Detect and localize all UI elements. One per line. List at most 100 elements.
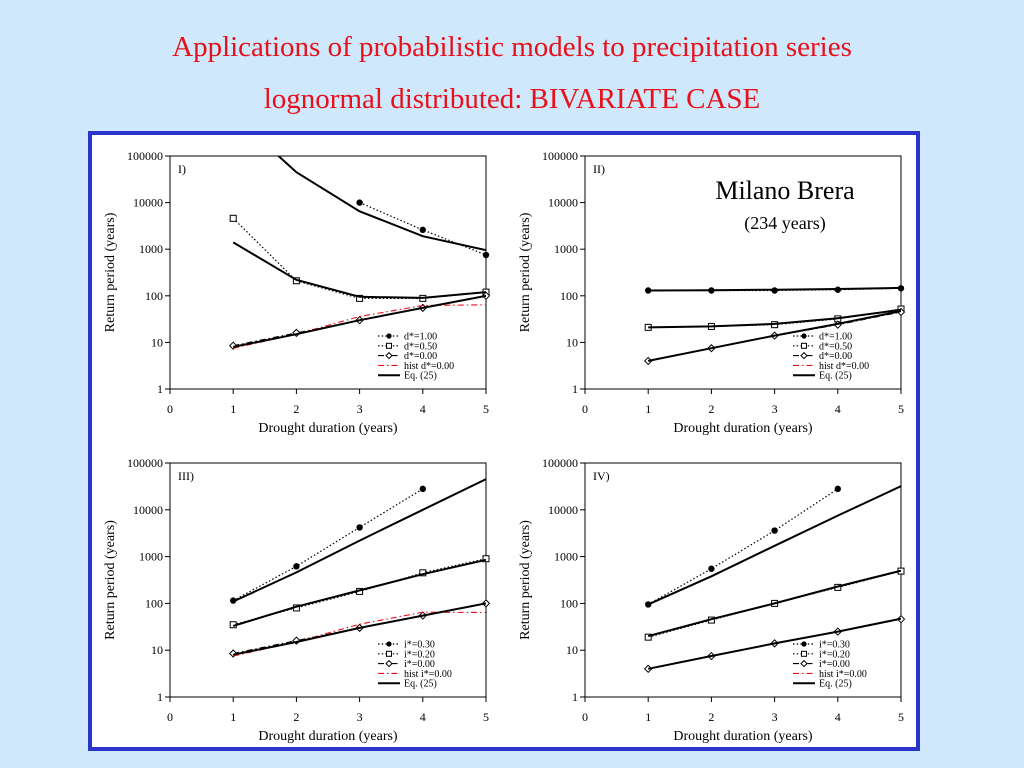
x-tick-label: 5 bbox=[898, 402, 904, 416]
panel-label: I) bbox=[178, 162, 186, 176]
legend-label: i*=0.00 bbox=[404, 659, 435, 670]
x-tick-label: 2 bbox=[708, 402, 714, 416]
data-point bbox=[708, 565, 715, 572]
legend-label: Eq. (25) bbox=[404, 679, 437, 690]
x-tick-label: 1 bbox=[645, 710, 651, 724]
figure-frame bbox=[88, 131, 920, 751]
data-point bbox=[419, 226, 426, 234]
y-axis-label: Return period (years) bbox=[103, 520, 118, 640]
x-tick-label: 1 bbox=[230, 710, 236, 724]
legend-label: i*=0.20 bbox=[819, 649, 850, 660]
legend-marker bbox=[800, 659, 808, 668]
data-point bbox=[644, 633, 652, 641]
legend-marker bbox=[801, 342, 807, 349]
panel-label: III) bbox=[178, 469, 194, 483]
data-point bbox=[834, 485, 841, 493]
data-point bbox=[356, 524, 363, 531]
series-line bbox=[233, 611, 486, 657]
y-tick-label: 10 bbox=[566, 335, 578, 349]
y-tick-label: 10000 bbox=[548, 196, 578, 210]
series-line bbox=[648, 617, 901, 670]
y-tick-label: 10 bbox=[566, 643, 578, 657]
x-tick-label: 3 bbox=[772, 710, 778, 724]
x-tick-label: 3 bbox=[357, 402, 363, 416]
series-line bbox=[647, 569, 901, 638]
series-line bbox=[233, 304, 486, 349]
y-tick-label: 1 bbox=[157, 382, 163, 396]
record-length: (234 years) bbox=[744, 213, 825, 234]
series-line bbox=[277, 156, 486, 252]
legend-marker bbox=[385, 351, 393, 360]
series-line bbox=[233, 602, 486, 655]
legend-marker bbox=[801, 650, 807, 657]
series-line bbox=[648, 310, 901, 362]
series-line bbox=[232, 217, 486, 299]
series-line bbox=[233, 602, 486, 656]
plot-area-border bbox=[584, 155, 902, 390]
x-tick-label: 0 bbox=[167, 402, 173, 416]
y-tick-label: 1000 bbox=[139, 242, 163, 256]
data-point bbox=[482, 555, 490, 563]
plot-area-border bbox=[169, 462, 487, 698]
legend-label: d*=0.00 bbox=[819, 351, 852, 362]
x-tick-label: 4 bbox=[835, 402, 841, 416]
series-line bbox=[647, 488, 839, 605]
x-axis-label: Drought duration (years) bbox=[258, 421, 398, 436]
x-tick-label: 4 bbox=[420, 402, 426, 416]
station-label-bg bbox=[686, 172, 884, 206]
x-tick-label: 5 bbox=[898, 710, 904, 724]
x-tick-label: 3 bbox=[357, 710, 363, 724]
series-line bbox=[648, 308, 901, 329]
y-tick-label: 10000 bbox=[133, 196, 163, 210]
series-line bbox=[359, 202, 486, 256]
y-axis-label: Return period (years) bbox=[518, 520, 533, 640]
legend-marker bbox=[386, 641, 392, 647]
legend-marker bbox=[386, 650, 392, 657]
x-tick-label: 2 bbox=[293, 402, 299, 416]
data-point bbox=[356, 199, 363, 206]
y-tick-label: 10000 bbox=[133, 503, 163, 517]
y-tick-label: 100 bbox=[560, 596, 578, 610]
x-axis-label: Drought duration (years) bbox=[258, 729, 398, 744]
legend-label: d*=0.50 bbox=[819, 341, 852, 352]
legend-label: i*=0.30 bbox=[819, 640, 850, 651]
data-point bbox=[356, 294, 364, 302]
station-name: Milano Brera bbox=[715, 176, 855, 205]
legend-label: hist d*=0.00 bbox=[404, 361, 454, 372]
data-point bbox=[419, 485, 426, 493]
series-line bbox=[233, 294, 486, 348]
legend-label: i*=0.00 bbox=[819, 659, 850, 670]
y-tick-label: 100 bbox=[560, 289, 578, 303]
series-line bbox=[232, 488, 424, 602]
series-line bbox=[232, 241, 486, 299]
legend-marker bbox=[385, 659, 393, 668]
y-tick-label: 10000 bbox=[548, 503, 578, 517]
x-tick-label: 5 bbox=[483, 710, 489, 724]
legend-label: Eq. (25) bbox=[819, 371, 852, 382]
legend-marker bbox=[386, 342, 392, 349]
legend-label: hist i*=0.00 bbox=[404, 669, 452, 680]
data-point bbox=[482, 251, 490, 259]
data-point bbox=[229, 214, 237, 222]
data-point bbox=[293, 563, 300, 570]
x-axis-label: Drought duration (years) bbox=[673, 421, 813, 436]
x-tick-label: 2 bbox=[708, 710, 714, 724]
x-tick-label: 1 bbox=[645, 402, 651, 416]
x-axis-label: Drought duration (years) bbox=[673, 729, 813, 744]
panel-label: II) bbox=[593, 162, 605, 176]
legend-label: i*=0.20 bbox=[404, 649, 435, 660]
legend-label: hist i*=0.00 bbox=[819, 669, 867, 680]
series-line bbox=[233, 295, 486, 347]
legend-marker bbox=[801, 641, 807, 647]
data-point bbox=[771, 527, 778, 534]
legend-marker bbox=[386, 333, 392, 339]
legend-label: Eq. (25) bbox=[819, 679, 852, 690]
slide-title-line1: Applications of probabilistic models to … bbox=[172, 31, 852, 63]
x-tick-label: 0 bbox=[582, 402, 588, 416]
legend-marker bbox=[801, 333, 807, 339]
plot-area-border bbox=[584, 462, 902, 698]
series-line bbox=[232, 478, 486, 603]
